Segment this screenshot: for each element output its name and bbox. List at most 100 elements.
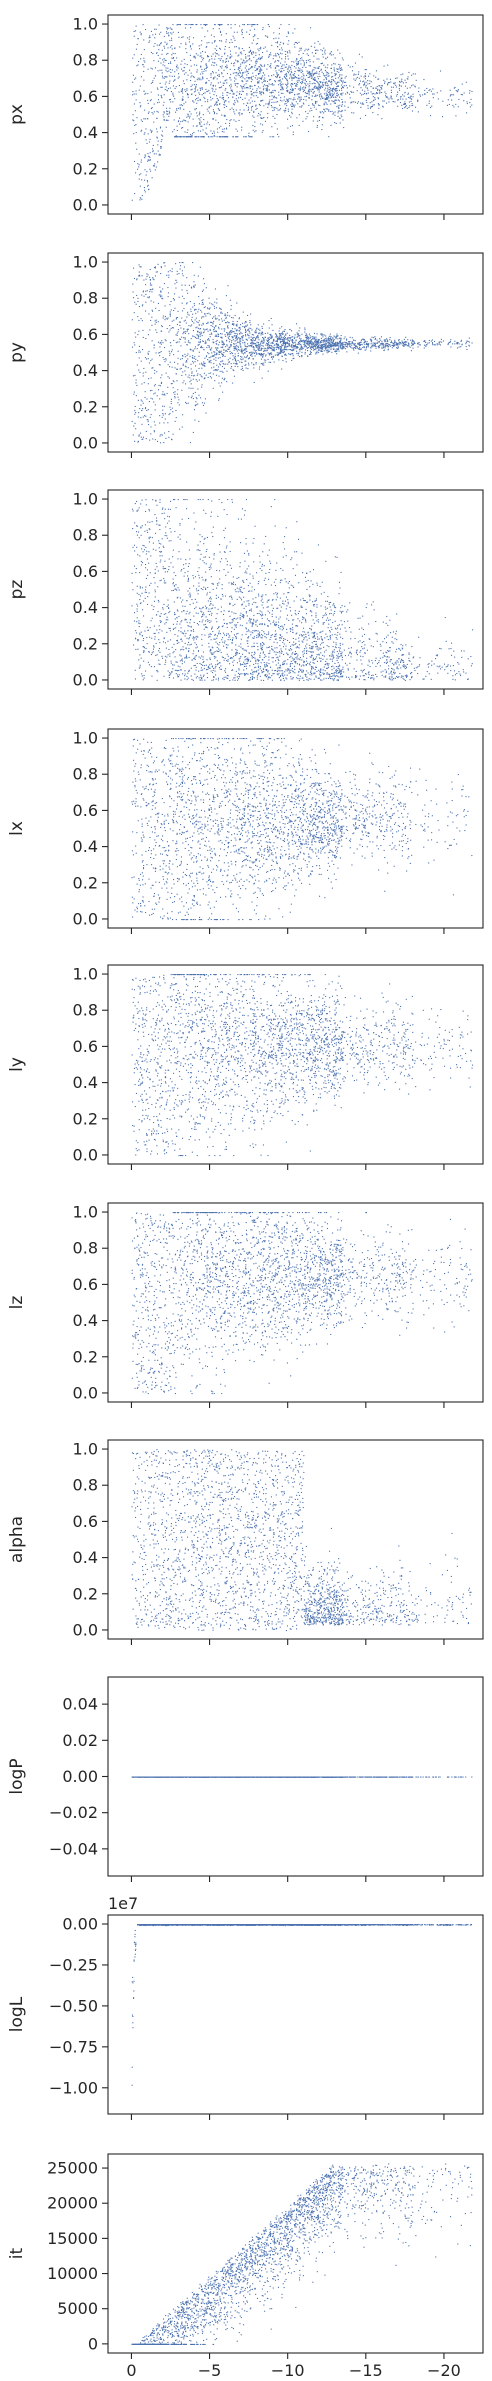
- data-point: [253, 110, 255, 112]
- data-point: [386, 84, 388, 86]
- data-point: [322, 336, 324, 338]
- data-point: [265, 103, 267, 105]
- data-point: [231, 336, 233, 338]
- data-point: [140, 432, 142, 434]
- data-point: [307, 49, 309, 51]
- data-point: [169, 61, 171, 63]
- data-point: [186, 344, 188, 346]
- data-point: [364, 75, 366, 77]
- data-point: [319, 75, 321, 77]
- data-point: [294, 82, 296, 84]
- data-point: [199, 73, 201, 75]
- data-point: [162, 317, 164, 319]
- data-point: [254, 85, 256, 87]
- data-point: [310, 90, 312, 92]
- data-point: [334, 336, 336, 338]
- data-point: [199, 55, 201, 57]
- data-point: [304, 353, 306, 355]
- data-point: [383, 350, 385, 352]
- data-point: [307, 54, 309, 56]
- data-point: [239, 25, 241, 27]
- data-point: [231, 90, 233, 92]
- data-point: [465, 81, 467, 83]
- data-point: [327, 98, 329, 100]
- data-point: [313, 116, 315, 118]
- data-point: [230, 89, 232, 91]
- data-point: [219, 81, 221, 83]
- data-point: [295, 83, 297, 85]
- data-point: [307, 92, 309, 94]
- data-point: [314, 349, 316, 351]
- data-point: [275, 37, 277, 39]
- data-point: [359, 341, 361, 343]
- data-point: [333, 102, 335, 104]
- data-point: [290, 70, 292, 72]
- data-point: [365, 84, 367, 86]
- data-point: [239, 330, 241, 332]
- data-point: [262, 356, 264, 358]
- data-point: [309, 89, 311, 91]
- data-point: [210, 99, 212, 101]
- data-point: [381, 347, 383, 349]
- data-point: [162, 413, 164, 415]
- data-point: [242, 339, 244, 341]
- data-point: [335, 90, 337, 92]
- data-point: [160, 62, 162, 64]
- data-point: [223, 367, 225, 369]
- data-point: [192, 355, 194, 357]
- data-point: [135, 172, 137, 174]
- data-point: [327, 344, 329, 346]
- data-point: [147, 358, 149, 360]
- data-point: [275, 343, 277, 345]
- data-point: [259, 329, 261, 331]
- data-point: [245, 87, 247, 89]
- data-point: [223, 82, 225, 84]
- data-point: [257, 24, 259, 26]
- data-point: [317, 41, 319, 43]
- data-point: [255, 63, 257, 65]
- data-point: [267, 36, 269, 38]
- data-point: [469, 92, 471, 94]
- data-point: [201, 87, 203, 89]
- data-point: [135, 48, 137, 50]
- data-point: [331, 64, 333, 66]
- data-point: [178, 76, 180, 78]
- data-point: [187, 129, 189, 131]
- data-point: [160, 382, 162, 384]
- data-point: [294, 93, 296, 95]
- data-point: [160, 291, 162, 293]
- data-point: [270, 317, 272, 319]
- data-point: [149, 279, 151, 281]
- data-point: [218, 328, 220, 330]
- data-point: [219, 364, 221, 366]
- data-point: [149, 276, 151, 278]
- data-point: [181, 358, 183, 360]
- data-point: [179, 108, 181, 110]
- data-point: [241, 86, 243, 88]
- data-point: [311, 72, 313, 74]
- data-point: [344, 109, 346, 111]
- data-point: [142, 24, 144, 26]
- data-point: [275, 65, 277, 67]
- data-point: [176, 129, 178, 131]
- data-point: [281, 333, 283, 335]
- data-point: [266, 87, 268, 89]
- data-point: [177, 350, 179, 352]
- data-point: [414, 86, 416, 88]
- data-point: [186, 88, 188, 90]
- data-point: [235, 329, 237, 331]
- data-point: [292, 349, 294, 351]
- data-point: [201, 376, 203, 378]
- data-point: [417, 346, 419, 348]
- data-point: [408, 343, 410, 345]
- data-point: [342, 80, 344, 82]
- data-point: [235, 98, 237, 100]
- data-point: [183, 320, 185, 322]
- data-point: [297, 61, 299, 63]
- data-point: [203, 328, 205, 330]
- data-point: [281, 339, 283, 341]
- data-point: [239, 344, 241, 346]
- data-point: [289, 349, 291, 351]
- data-point: [174, 393, 176, 395]
- data-point: [176, 136, 178, 138]
